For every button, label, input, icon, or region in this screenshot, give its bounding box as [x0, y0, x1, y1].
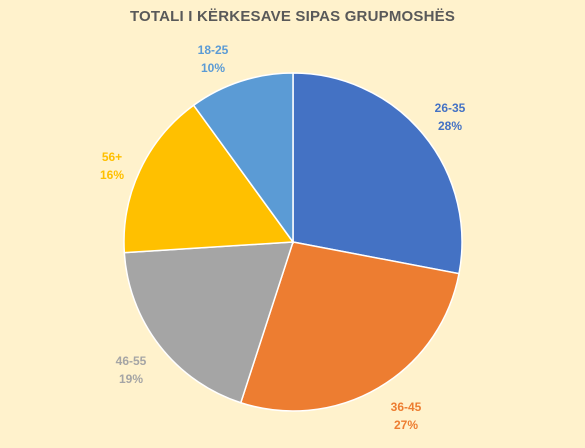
slice-value-label-46-55: 19% [119, 372, 143, 386]
slice-category-label-26-35: 26-35 [435, 101, 466, 115]
pie-slice-26-35 [292, 72, 463, 275]
chart-title: TOTALI I KËRKESAVE SIPAS GRUPMOSHËS [129, 8, 456, 25]
slice-category-label-18-25: 18-25 [198, 43, 229, 57]
pie-slice-56 [123, 104, 295, 254]
slice-value-label-36-45: 27% [394, 418, 418, 432]
pie-slice-18-25 [192, 72, 294, 245]
pie-slice-46-55 [123, 241, 295, 404]
slice-value-label-18-25: 10% [201, 61, 225, 75]
slice-category-label-46-55: 46-55 [116, 354, 147, 368]
slice-value-label-56: 16% [100, 168, 124, 182]
slice-category-label-36-45: 36-45 [391, 400, 422, 414]
pie-slice-36-45 [239, 241, 460, 412]
slice-category-label-56: 56+ [102, 150, 122, 164]
slice-value-label-26-35: 28% [438, 119, 462, 133]
